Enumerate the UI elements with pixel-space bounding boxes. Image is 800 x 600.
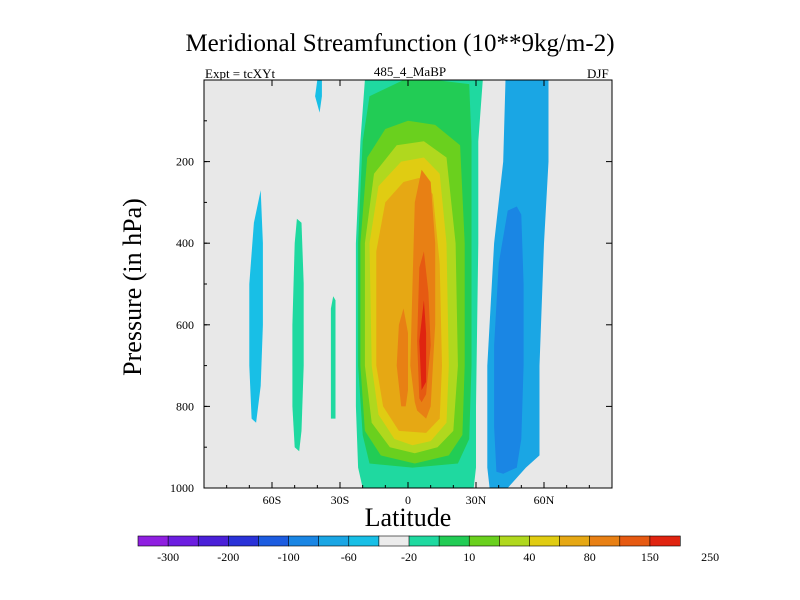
colorbar-swatch (348, 535, 380, 547)
colorbar-swatch (468, 535, 500, 547)
colorbar-swatch (228, 535, 260, 547)
colorbar-label: 150 (641, 550, 659, 564)
season-label: DJF (587, 66, 609, 81)
colorbar-label: -100 (278, 550, 300, 564)
colorbar-swatch (559, 535, 591, 547)
colorbar-swatch (378, 535, 410, 547)
contour-c500 (419, 300, 427, 391)
x-tick-label: 0 (405, 493, 411, 507)
y-tick-label: 400 (176, 236, 194, 250)
x-tick-label: 30N (466, 493, 487, 507)
colorbar-label: -300 (157, 550, 179, 564)
x-axis-ticks: 60S 30S 0 30N 60N (226, 80, 590, 507)
y-tick-label: 600 (176, 318, 194, 332)
contour-sh-sliver-c (330, 296, 336, 419)
contour-strat-streak (315, 80, 322, 113)
colorbar-swatch (318, 535, 350, 547)
colorbar-swatch (137, 535, 169, 547)
contour-c300-west (396, 308, 408, 407)
x-tick-label: 60N (534, 493, 555, 507)
colorbar-swatch (438, 535, 470, 547)
contour-nh-low-inner (494, 206, 524, 474)
experiment-label: Expt = tcXYt (205, 66, 276, 81)
run-label: 485_4_MaBP (373, 64, 447, 79)
colorbar-swatch (589, 535, 621, 547)
y-tick-label: 200 (176, 155, 194, 169)
x-axis-label: Latitude (364, 503, 452, 532)
colorbar-swatch (649, 535, 681, 547)
colorbar-swatch (258, 535, 290, 547)
colorbar-label: 10 (463, 550, 475, 564)
colorbar-label: -20 (401, 550, 417, 564)
colorbar-swatch (408, 535, 440, 547)
colorbar-label: -200 (217, 550, 239, 564)
y-tick-label: 800 (176, 399, 194, 413)
y-axis-ticks: 200 400 600 800 1000 (170, 120, 612, 495)
y-tick-label: 1000 (170, 481, 194, 495)
x-tick-label: 60S (263, 493, 282, 507)
contour-sh-sliver-b (292, 218, 304, 452)
colorbar-swatch (529, 535, 561, 547)
colorbar-label: 40 (523, 550, 535, 564)
colorbar-swatch (197, 535, 229, 547)
colorbar-swatch (619, 535, 651, 547)
colorbar-swatch (288, 535, 320, 547)
x-tick-label: 30S (331, 493, 350, 507)
colorbar-label: 80 (584, 550, 596, 564)
contour-regions (249, 80, 549, 488)
colorbar-label: 250 (701, 550, 719, 564)
colorbar-swatch (499, 535, 531, 547)
colorbar: -300 -200 -100 -60 -20 10 40 80 150 250 (137, 535, 719, 564)
colorbar-swatch (167, 535, 199, 547)
chart-title: Meridional Streamfunction (10**9kg/m-2) (185, 30, 615, 57)
colorbar-label: -60 (341, 550, 357, 564)
contour-sh-sliver-a (249, 190, 263, 423)
